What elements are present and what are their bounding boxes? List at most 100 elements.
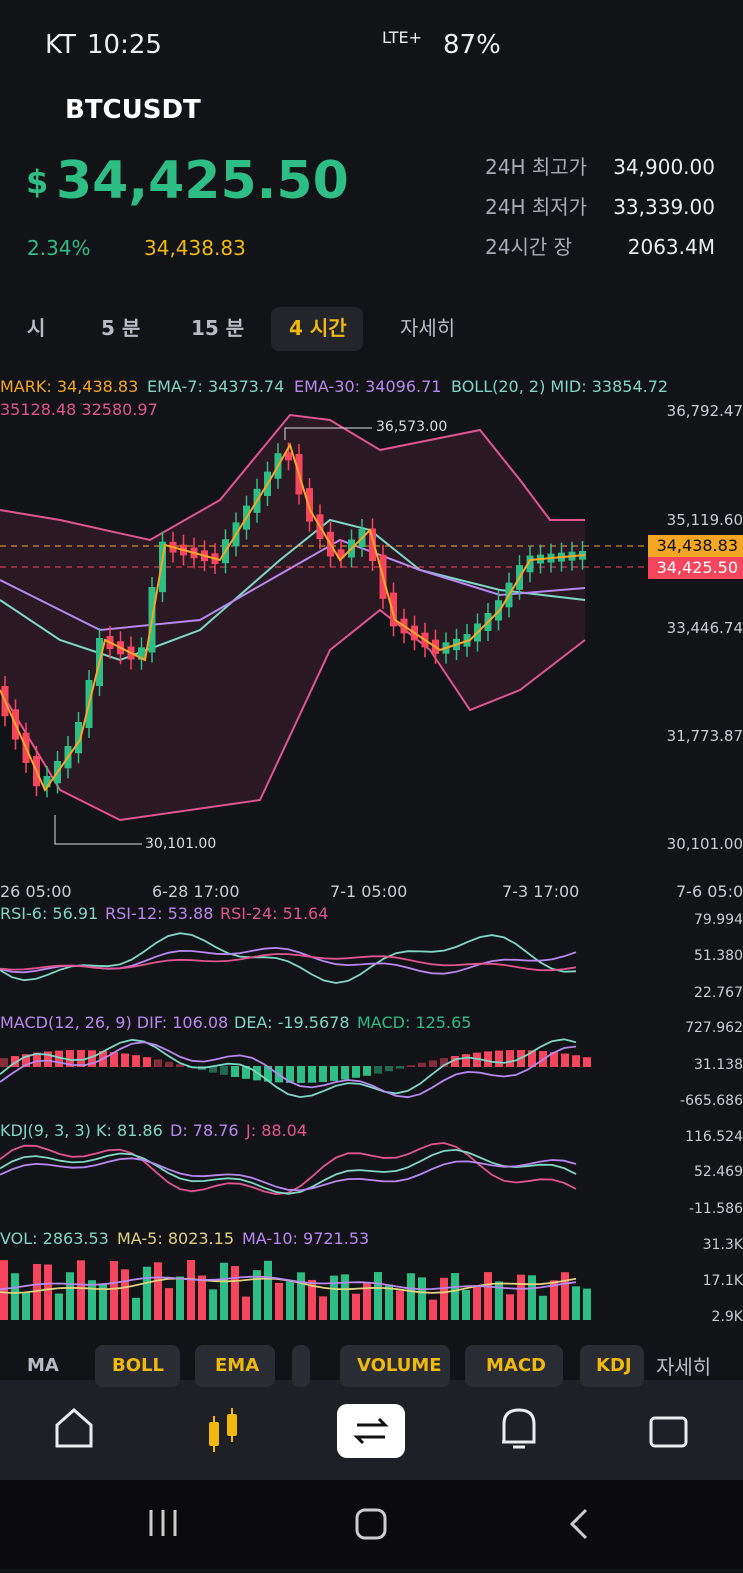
volume-bar [506,1294,514,1320]
volume-bar [319,1296,327,1320]
battery: 87% [443,30,501,60]
indicator-legend: MA-5: 8023.15 [117,1229,234,1248]
volume-bar [429,1299,437,1320]
macd-bar [33,1052,41,1067]
time-axis-label: 26 05:00 [0,882,72,901]
main-indicator-tab[interactable]: BOLL [112,1355,164,1376]
back-button[interactable] [569,1508,588,1540]
time-axis-label: 7-6 05:00 [676,882,743,901]
macd-bar [66,1050,74,1067]
interval-tab[interactable]: 시 [27,316,46,340]
macd-bar [132,1055,140,1067]
indicator-line [0,1275,577,1291]
mark-price: 34,438.83 [144,236,246,260]
nav-icons [55,1404,688,1458]
indicator-legend: MACD(12, 26, 9) DIF: 106.08 [0,1013,229,1032]
more-tab[interactable]: 자세히 [656,1355,712,1379]
candle-body [138,647,145,660]
volume-bar [308,1279,316,1320]
macd-bar [88,1050,96,1067]
volume-bar [561,1272,569,1320]
system-nav-icons [149,1508,588,1540]
macd-bar [396,1066,404,1069]
volume-bar [242,1296,250,1320]
indicator-legend: MACD: 125.65 [357,1013,472,1032]
ema-7 [0,442,586,793]
swap-icon [353,1417,389,1445]
trade-icon[interactable] [209,1408,237,1452]
wallet-icon[interactable] [649,1416,688,1448]
volume-bar [539,1295,547,1320]
volume-bar [374,1272,382,1320]
candle-body [526,555,534,573]
volume-bar [88,1280,96,1320]
macd-bar [77,1050,85,1067]
volume-bar [231,1266,239,1320]
volume-bar [528,1275,536,1320]
sub-axis-label: 2.9K [711,1309,743,1325]
symbol[interactable]: BTCUSDT [65,95,201,125]
candle-body [159,541,166,593]
macd-bar [231,1066,239,1077]
sub-axis-label: 17.1K [702,1273,743,1289]
swap-button[interactable] [337,1404,405,1458]
macd-bar [506,1050,514,1067]
volume-bar [583,1288,591,1320]
interval-tab[interactable]: 자세히 [400,316,456,340]
macd-bar [176,1064,184,1067]
clock: 10:25 [87,30,162,60]
high-pointer [284,427,372,440]
macd-bar [462,1054,470,1067]
price-axis-label: 31,773.87 [666,727,743,745]
price-axis-label: 30,101.00 [666,835,743,853]
sub-axis-label: 116.524 [685,1129,743,1145]
home-icon[interactable] [55,1407,93,1448]
price-axis-label: 36,792.47 [666,402,743,420]
interval-tab[interactable]: 15 분 [191,316,245,340]
time-axis-label: 6-28 17:00 [152,882,240,901]
interval-tab[interactable]: 4 시간 [289,316,347,340]
macd-bar [341,1066,349,1080]
recents-button[interactable] [149,1510,177,1536]
indicator-line [0,1142,577,1196]
indicator-legend: D: 78.76 [170,1121,239,1140]
sub-axis-label: 79.994 [694,912,743,928]
mark-tag: 34,438.83 [656,536,738,555]
macd-bar [374,1066,382,1074]
sub-axis-label: 31.3K [702,1237,743,1253]
interval-tab[interactable]: 5 분 [101,316,141,340]
bell-nav-icon[interactable] [502,1408,536,1449]
bottom-nav [0,1380,743,1480]
macd-bar [319,1066,327,1082]
macd-bar [451,1055,459,1067]
main-indicator-tab[interactable]: MA [27,1355,59,1376]
volume-bar [275,1282,283,1320]
macd-bar [121,1053,129,1067]
indicator-line [0,1148,577,1195]
indicator-legend: RSI-12: 53.88 [105,904,214,923]
sub-indicator-tab[interactable]: MACD [486,1355,546,1376]
sub-indicator-tab[interactable]: KDJ [596,1355,632,1376]
mark-tag-bg [648,535,743,557]
sub-indicator-tab[interactable]: VOLUME [357,1355,442,1376]
volume-bar [352,1293,360,1320]
macd-bar [550,1052,558,1067]
volume-bar [341,1274,349,1320]
home-button[interactable] [355,1508,387,1540]
volume-bar [143,1266,151,1320]
volume-bar [110,1261,118,1320]
macd-bar [363,1066,371,1076]
candle-body [75,722,82,754]
volume-bar [286,1281,294,1320]
stat-label: 24시간 장 [485,235,573,259]
macd-bar [110,1052,118,1067]
candle-body [369,528,376,561]
last-tag: 34,425.50 [656,558,738,577]
stat-label: 24H 최저가 [485,195,588,219]
volume-bar [154,1262,162,1320]
main-indicator-tab[interactable]: EMA [215,1355,260,1376]
volume-bar [451,1273,459,1320]
macd-bar [154,1059,162,1067]
boll-mid [0,518,586,662]
